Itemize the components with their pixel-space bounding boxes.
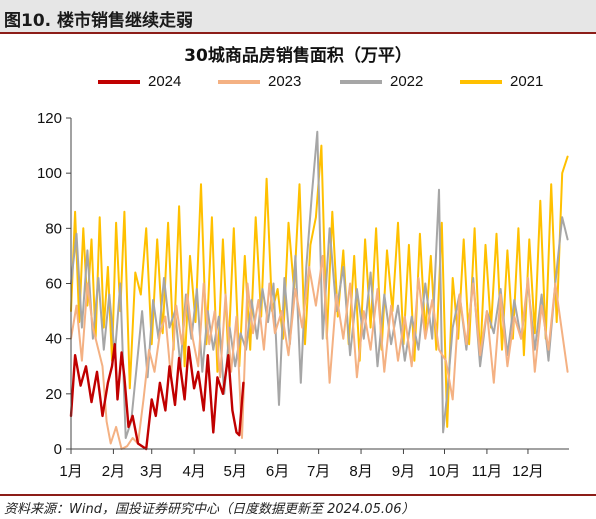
series-line-2024: [69, 342, 245, 451]
x-tick-label: 9月: [392, 463, 415, 480]
x-tick-label: 3月: [140, 463, 163, 480]
x-tick-label: 1月: [59, 463, 82, 480]
legend-swatch-2023: [218, 80, 260, 84]
source-note: 资料来源：Wind，国投证券研究中心（日度数据更新至 2024.05.06）: [4, 502, 415, 517]
chart-legend: 2024 2023 2022 2021: [0, 71, 596, 93]
x-tick-label: 7月: [307, 463, 330, 480]
series-line-2023: [70, 254, 569, 450]
y-tick-label: 80: [45, 220, 62, 237]
legend-swatch-2021: [460, 80, 502, 84]
x-tick-label: 12月: [512, 463, 544, 480]
x-tick-label: 10月: [429, 463, 461, 480]
legend-swatch-2022: [340, 80, 382, 84]
y-tick-label: 20: [45, 386, 62, 403]
x-tick-label: 11月: [472, 463, 503, 480]
y-tick-label: 100: [37, 165, 62, 182]
x-tick-label: 8月: [349, 463, 372, 480]
x-tick-label: 5月: [224, 463, 247, 480]
source-bar: 资料来源：Wind，国投证券研究中心（日度数据更新至 2024.05.06）: [0, 494, 596, 519]
y-tick-label: 120: [37, 110, 62, 127]
y-tick-label: 40: [45, 331, 62, 348]
figure-title: 图10. 楼市销售继续走弱: [4, 11, 194, 31]
axis-layer: 0 20 40 60 80 100 120 1月 2月 3月 4月 5月 6月 7月 8月 9月 10月 11月 1…: [37, 110, 569, 480]
figure-header: 图10. 楼市销售继续走弱: [0, 0, 596, 34]
x-tick-label: 2月: [102, 463, 125, 480]
chart-title: 30城商品房销售面积（万平）: [184, 46, 412, 66]
legend-label-2022: 2022: [390, 73, 424, 90]
y-tick-label: 60: [45, 276, 62, 293]
x-tick-label: 4月: [182, 463, 205, 480]
x-tick-label: 6月: [266, 463, 289, 480]
chart-plot: 0 20 40 60 80 100 120 1月 2月 3月 4月 5月 6月 7月 8月 9月 10月 11月 1…: [37, 110, 569, 480]
legend-swatch-2024: [98, 80, 140, 84]
series-line-2021: [70, 144, 569, 428]
series-layer: [69, 130, 569, 451]
legend-label-2023: 2023: [268, 73, 302, 90]
y-tick-label: 0: [54, 441, 62, 458]
legend-label-2021: 2021: [510, 73, 544, 90]
legend-label-2024: 2024: [148, 73, 182, 90]
